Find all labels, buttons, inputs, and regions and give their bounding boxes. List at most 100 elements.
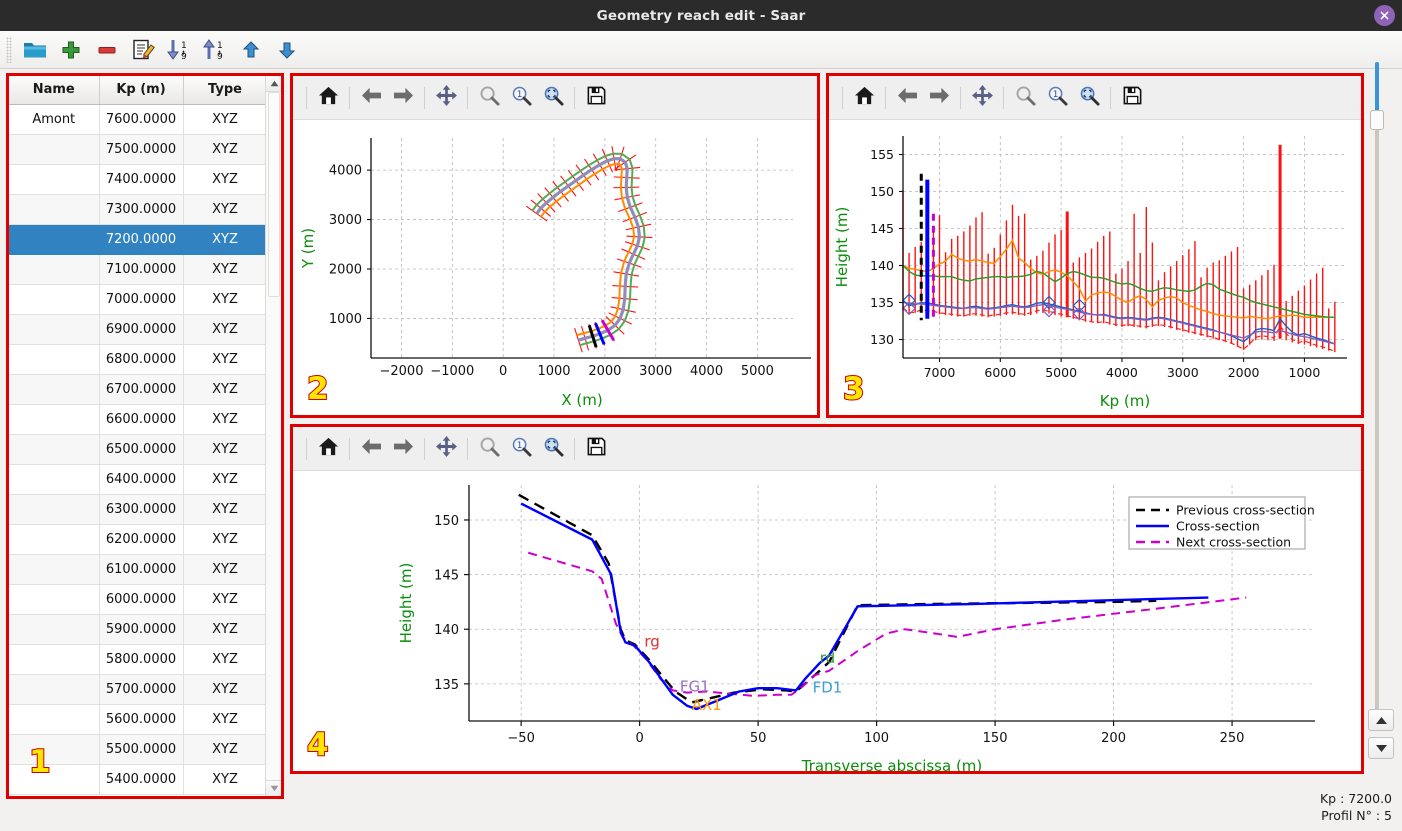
cross-section-navigation-toolbar: 1 [293,427,1361,471]
move-up-button[interactable] [234,34,268,66]
table-header-row: Name Kp (m) Type [9,76,268,105]
save-floppy-icon [1122,85,1143,110]
forward-arrow-button[interactable] [923,82,955,114]
scroll-down-button[interactable] [266,780,281,796]
row-kp: 7300.0000 [99,194,184,225]
zoom-magnifier-button[interactable] [473,82,505,114]
back-arrow-button[interactable] [891,82,923,114]
zoom-rect-button[interactable] [537,433,569,465]
forward-arrow-button[interactable] [387,433,419,465]
svg-text:Height (m): Height (m) [833,207,851,288]
sort-descending-button[interactable]: 1 9 [162,34,196,66]
table-row[interactable]: Amont 7600.0000 XYZ [9,104,268,135]
table-row[interactable]: 5600.0000 XYZ [9,704,268,735]
home-button[interactable] [848,82,880,114]
svg-text:3000: 3000 [639,364,672,379]
sort-ascending-button[interactable]: 1 9 [198,34,232,66]
remove-icon [98,46,116,53]
home-icon [854,85,875,110]
svg-text:1: 1 [181,41,187,51]
table-row[interactable]: 7500.0000 XYZ [9,134,268,165]
zoom-one-button[interactable]: 1 [1041,82,1073,114]
row-type: XYZ [183,134,268,165]
profile-position-slider[interactable] [1370,62,1384,712]
move-down-button[interactable] [270,34,304,66]
table-row[interactable]: 6500.0000 XYZ [9,434,268,465]
row-name [9,134,100,165]
step-down-button[interactable] [1368,737,1394,759]
table-row[interactable]: 7100.0000 XYZ [9,254,268,285]
add-icon [62,41,80,58]
table-row[interactable]: 7000.0000 XYZ [9,284,268,315]
table-row[interactable]: 6800.0000 XYZ [9,344,268,375]
annotation-ax1: AX1 [692,696,722,714]
pan-move-button[interactable] [966,82,998,114]
profiles-table-scroll-area[interactable]: Name Kp (m) Type Amont 7600.0000 XYZ 7500.0… [9,76,281,796]
svg-text:5000: 5000 [1045,365,1077,380]
slider-fill [1375,62,1379,120]
table-row[interactable]: 5900.0000 XYZ [9,614,268,645]
table-row[interactable]: 7400.0000 XYZ [9,164,268,195]
save-floppy-button[interactable] [580,433,612,465]
svg-text:135: 135 [434,678,459,693]
pan-move-button[interactable] [430,433,462,465]
table-vertical-scrollbar[interactable] [265,76,281,796]
save-floppy-button[interactable] [1116,82,1148,114]
table-row[interactable]: 6600.0000 XYZ [9,404,268,435]
column-header-kp[interactable]: Kp (m) [99,76,184,105]
back-arrow-button[interactable] [355,82,387,114]
edit-row-button[interactable] [126,34,160,66]
zoom-magnifier-icon [479,85,500,110]
table-row[interactable]: 5800.0000 XYZ [9,644,268,675]
longitudinal-profile-canvas[interactable]: 7000 6000 5000 4000 3000 2000 1000 130 135 140 145… [829,120,1361,415]
status-bar: Kp : 7200.0 Profil N° : 5 [1320,791,1392,825]
column-header-name[interactable]: Name [9,76,100,105]
home-button[interactable] [312,82,344,114]
remove-row-button[interactable] [90,34,124,66]
table-row[interactable]: 6900.0000 XYZ [9,314,268,345]
toolbar-grip[interactable] [6,36,12,63]
step-up-button[interactable] [1368,709,1394,731]
home-button[interactable] [312,433,344,465]
table-row[interactable]: 5400.0000 XYZ [9,764,268,795]
zoom-magnifier-button[interactable] [1009,82,1041,114]
table-row[interactable]: 5700.0000 XYZ [9,674,268,705]
table-row[interactable]: 6000.0000 XYZ [9,584,268,615]
scroll-thumb[interactable] [268,92,280,297]
cross-section-canvas[interactable]: −50 0 50 100 150 200 250 135 140 145 150 rg FG1 AX1 FD… [293,471,1361,771]
zoom-magnifier-button[interactable] [473,433,505,465]
slider-knob[interactable] [1370,110,1384,130]
zoom-one-button[interactable]: 1 [505,433,537,465]
open-folder-button[interactable] [18,34,52,66]
table-row[interactable]: 6300.0000 XYZ [9,494,268,525]
legend-label: Next cross-section [1176,535,1291,550]
row-name [9,494,100,525]
toolbar-separator [349,86,350,109]
table-row[interactable]: 6400.0000 XYZ [9,464,268,495]
table-row[interactable]: 6700.0000 XYZ [9,374,268,405]
svg-text:140: 140 [434,623,459,638]
table-row[interactable]: 7200.0000 XYZ [9,224,268,255]
row-kp: 5800.0000 [99,644,184,675]
planform-canvas[interactable]: −2000 −1000 0 1000 2000 3000 4000 5000 1000 2000 3… [293,120,817,415]
table-row[interactable]: 6200.0000 XYZ [9,524,268,555]
pan-move-button[interactable] [430,82,462,114]
close-window-button[interactable] [1374,5,1395,26]
zoom-one-button[interactable]: 1 [505,82,537,114]
back-arrow-icon [897,86,918,109]
column-header-type[interactable]: Type [183,76,268,105]
zoom-rect-button[interactable] [537,82,569,114]
row-kp: 7000.0000 [99,284,184,315]
table-row[interactable]: 5500.0000 XYZ [9,734,268,765]
scroll-up-button[interactable] [266,76,281,92]
svg-text:1000: 1000 [1289,365,1321,380]
table-row[interactable]: 6100.0000 XYZ [9,554,268,585]
back-arrow-button[interactable] [355,433,387,465]
save-floppy-button[interactable] [580,82,612,114]
scroll-track[interactable] [266,92,281,780]
slider-track[interactable] [1375,62,1379,712]
add-row-button[interactable] [54,34,88,66]
table-row[interactable]: 7300.0000 XYZ [9,194,268,225]
forward-arrow-button[interactable] [387,82,419,114]
zoom-rect-button[interactable] [1073,82,1105,114]
